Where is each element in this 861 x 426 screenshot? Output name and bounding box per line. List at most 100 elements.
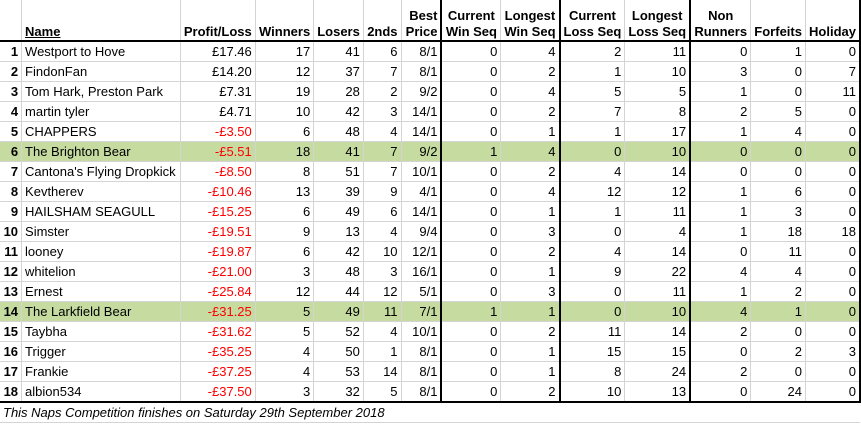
non-runners-cell[interactable]: 2 (690, 321, 752, 342)
header-longest-win-seq[interactable]: Longest Win Seq (500, 0, 561, 42)
header-longest-loss-seq[interactable]: Longest Loss Seq (624, 0, 692, 42)
holiday-cell[interactable]: 0 (805, 301, 861, 322)
seconds-cell[interactable]: 5 (363, 381, 402, 403)
current-win-seq-cell[interactable]: 0 (441, 361, 502, 382)
forfeits-cell[interactable]: 11 (750, 241, 806, 262)
losers-cell[interactable]: 48 (313, 261, 364, 282)
current-win-seq-cell[interactable]: 0 (441, 241, 502, 262)
non-runners-cell[interactable]: 4 (690, 261, 752, 282)
current-loss-seq-cell[interactable]: 9 (559, 261, 626, 282)
winners-cell[interactable]: 13 (255, 181, 315, 202)
winners-cell[interactable]: 4 (255, 341, 315, 362)
best-price-cell[interactable]: 14/1 (401, 101, 443, 122)
holiday-cell[interactable]: 0 (805, 101, 861, 122)
holiday-cell[interactable]: 3 (805, 341, 861, 362)
forfeits-cell[interactable]: 1 (750, 41, 806, 62)
losers-cell[interactable]: 39 (313, 181, 364, 202)
seconds-cell[interactable]: 4 (363, 121, 402, 142)
current-win-seq-cell[interactable]: 0 (441, 381, 502, 403)
header-profit-loss[interactable]: Profit/Loss (180, 0, 256, 42)
non-runners-cell[interactable]: 0 (690, 241, 752, 262)
profit-loss-cell[interactable]: -£25.84 (180, 281, 256, 302)
seconds-cell[interactable]: 11 (363, 301, 402, 322)
current-win-seq-cell[interactable]: 0 (441, 221, 502, 242)
longest-loss-seq-cell[interactable]: 14 (624, 241, 692, 262)
non-runners-cell[interactable]: 3 (690, 61, 752, 82)
current-win-seq-cell[interactable]: 1 (441, 301, 502, 322)
header-best-price[interactable]: Best Price (401, 0, 443, 42)
current-win-seq-cell[interactable]: 0 (441, 161, 502, 182)
longest-win-seq-cell[interactable]: 1 (500, 121, 561, 142)
seconds-cell[interactable]: 12 (363, 281, 402, 302)
forfeits-cell[interactable]: 0 (750, 61, 806, 82)
name-cell[interactable]: The Larkfield Bear (21, 301, 181, 322)
seconds-cell[interactable]: 4 (363, 221, 402, 242)
best-price-cell[interactable]: 9/2 (401, 81, 443, 102)
holiday-cell[interactable]: 0 (805, 141, 861, 162)
winners-cell[interactable]: 12 (255, 281, 315, 302)
name-cell[interactable]: Ernest (21, 281, 181, 302)
name-cell[interactable]: martin tyler (21, 101, 181, 122)
header-seconds[interactable]: 2nds (363, 0, 402, 42)
longest-loss-seq-cell[interactable]: 15 (624, 341, 692, 362)
longest-win-seq-cell[interactable]: 2 (500, 241, 561, 262)
current-win-seq-cell[interactable]: 0 (441, 341, 502, 362)
name-cell[interactable]: Frankie (21, 361, 181, 382)
best-price-cell[interactable]: 5/1 (401, 281, 443, 302)
best-price-cell[interactable]: 12/1 (401, 241, 443, 262)
profit-loss-cell[interactable]: -£3.50 (180, 121, 256, 142)
current-win-seq-cell[interactable]: 0 (441, 321, 502, 342)
forfeits-cell[interactable]: 0 (750, 81, 806, 102)
losers-cell[interactable]: 32 (313, 381, 364, 403)
seconds-cell[interactable]: 14 (363, 361, 402, 382)
longest-loss-seq-cell[interactable]: 12 (624, 181, 692, 202)
seconds-cell[interactable]: 7 (363, 141, 402, 162)
forfeits-cell[interactable]: 18 (750, 221, 806, 242)
current-win-seq-cell[interactable]: 0 (441, 41, 502, 62)
best-price-cell[interactable]: 8/1 (401, 381, 443, 403)
current-loss-seq-cell[interactable]: 0 (559, 221, 626, 242)
best-price-cell[interactable]: 7/1 (401, 301, 443, 322)
longest-loss-seq-cell[interactable]: 10 (624, 61, 692, 82)
losers-cell[interactable]: 49 (313, 201, 364, 222)
best-price-cell[interactable]: 10/1 (401, 161, 443, 182)
current-win-seq-cell[interactable]: 0 (441, 181, 502, 202)
header-holiday[interactable]: Holiday (805, 0, 861, 42)
profit-loss-cell[interactable]: -£21.00 (180, 261, 256, 282)
winners-cell[interactable]: 4 (255, 361, 315, 382)
forfeits-cell[interactable]: 5 (750, 101, 806, 122)
losers-cell[interactable]: 51 (313, 161, 364, 182)
current-loss-seq-cell[interactable]: 8 (559, 361, 626, 382)
rank-cell[interactable]: 5 (0, 121, 23, 142)
profit-loss-cell[interactable]: £17.46 (180, 41, 256, 62)
profit-loss-cell[interactable]: -£37.25 (180, 361, 256, 382)
longest-loss-seq-cell[interactable]: 17 (624, 121, 692, 142)
longest-win-seq-cell[interactable]: 4 (500, 181, 561, 202)
name-cell[interactable]: HAILSHAM SEAGULL (21, 201, 181, 222)
best-price-cell[interactable]: 8/1 (401, 41, 443, 62)
current-loss-seq-cell[interactable]: 10 (559, 381, 626, 403)
current-loss-seq-cell[interactable]: 0 (559, 141, 626, 162)
seconds-cell[interactable]: 10 (363, 241, 402, 262)
forfeits-cell[interactable]: 4 (750, 121, 806, 142)
name-cell[interactable]: Westport to Hove (21, 41, 181, 62)
seconds-cell[interactable]: 3 (363, 101, 402, 122)
holiday-cell[interactable]: 7 (805, 61, 861, 82)
winners-cell[interactable]: 17 (255, 41, 315, 62)
name-cell[interactable]: albion534 (21, 381, 181, 403)
current-loss-seq-cell[interactable]: 15 (559, 341, 626, 362)
longest-loss-seq-cell[interactable]: 8 (624, 101, 692, 122)
longest-win-seq-cell[interactable]: 4 (500, 81, 561, 102)
holiday-cell[interactable]: 18 (805, 221, 861, 242)
profit-loss-cell[interactable]: -£31.25 (180, 301, 256, 322)
longest-loss-seq-cell[interactable]: 14 (624, 321, 692, 342)
non-runners-cell[interactable]: 0 (690, 41, 752, 62)
best-price-cell[interactable]: 8/1 (401, 61, 443, 82)
header-current-loss-seq[interactable]: Current Loss Seq (559, 0, 626, 42)
winners-cell[interactable]: 8 (255, 161, 315, 182)
current-loss-seq-cell[interactable]: 12 (559, 181, 626, 202)
non-runners-cell[interactable]: 2 (690, 101, 752, 122)
best-price-cell[interactable]: 8/1 (401, 361, 443, 382)
header-current-win-seq[interactable]: Current Win Seq (441, 0, 502, 42)
longest-loss-seq-cell[interactable]: 14 (624, 161, 692, 182)
